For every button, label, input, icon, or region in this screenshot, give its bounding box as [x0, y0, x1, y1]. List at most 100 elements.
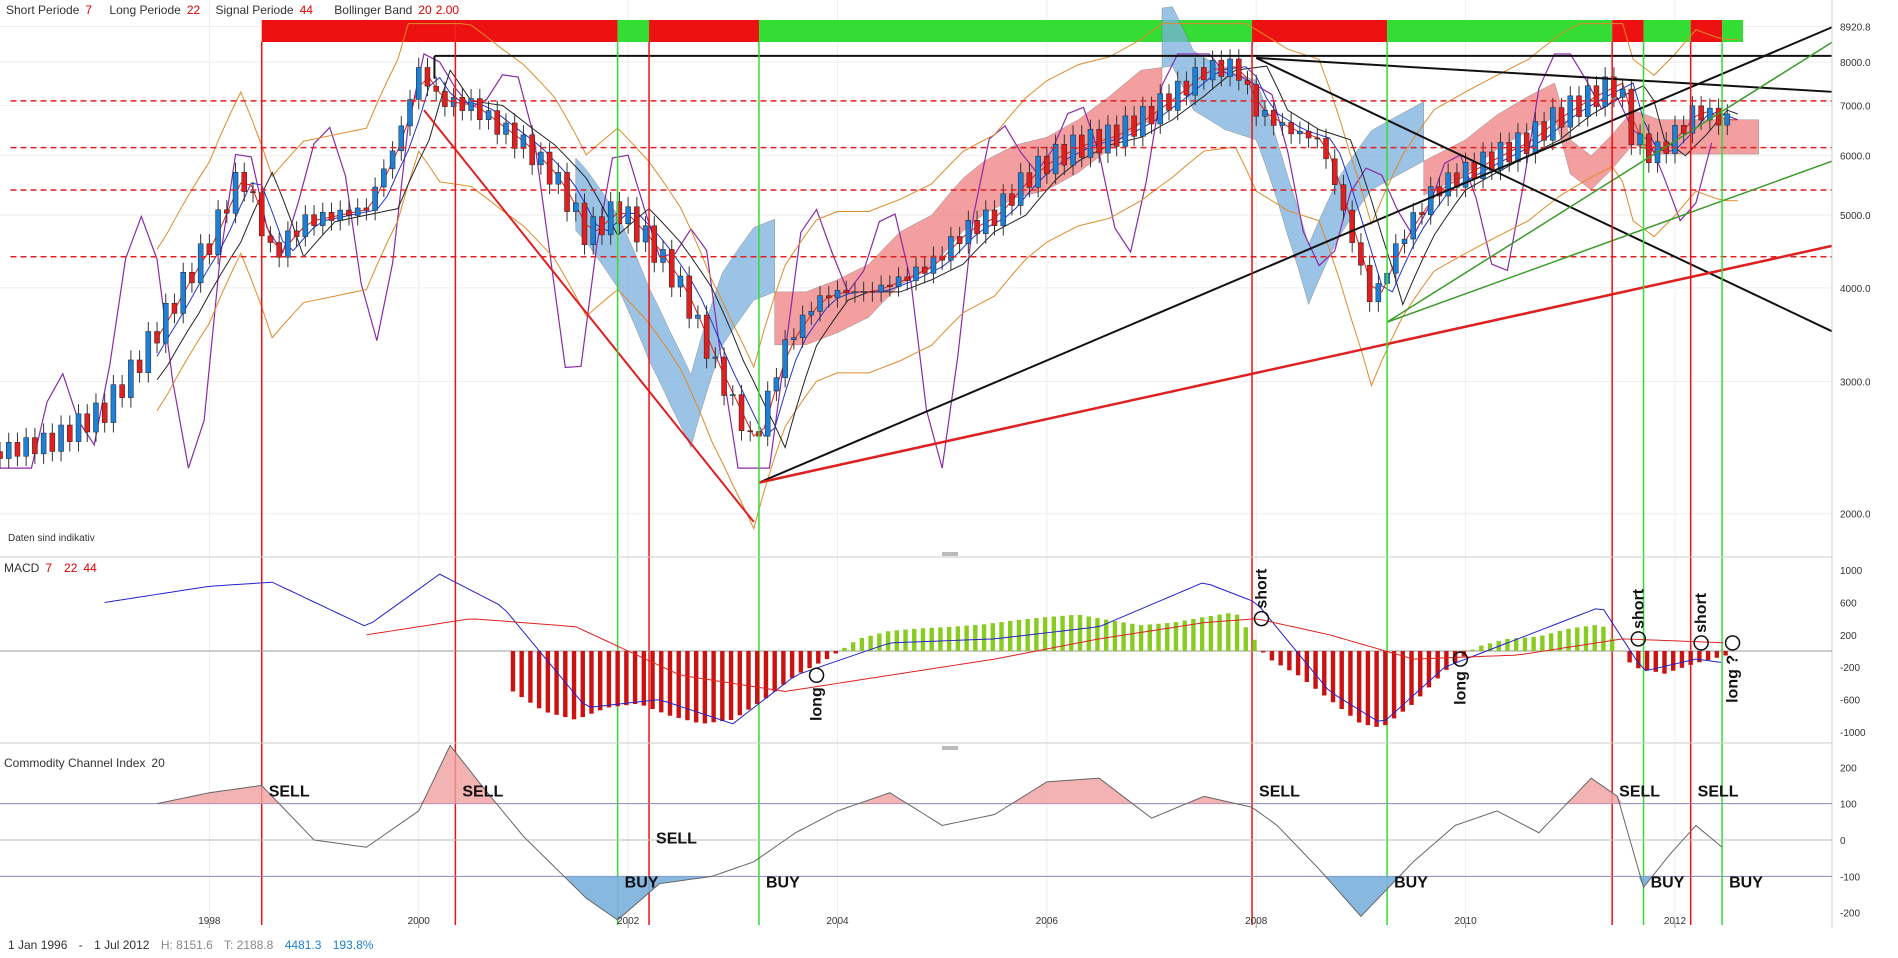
candle-body — [1305, 130, 1312, 139]
macd-histogram-bar — [554, 651, 559, 715]
candle-body — [189, 272, 195, 284]
candle-body — [1174, 80, 1181, 111]
signal-label: SELL — [462, 783, 503, 800]
candle-body — [668, 249, 675, 288]
panel-resize-handle-1[interactable] — [942, 552, 958, 556]
macd-tick-label: -600 — [1840, 696, 1860, 707]
price-tick-label: 8000.0 — [1840, 58, 1871, 69]
candle-body — [197, 243, 204, 284]
x-tick-label: 2006 — [1036, 916, 1059, 927]
candle-body — [974, 220, 980, 235]
candle-body — [983, 209, 989, 235]
macd-histogram-bar — [807, 651, 812, 669]
status-segment — [1722, 20, 1744, 42]
candle-body — [1157, 93, 1164, 125]
price-tick-label: 6000.0 — [1840, 152, 1871, 163]
macd-histogram-bar — [1374, 651, 1379, 727]
candle-body — [1105, 124, 1111, 154]
macd-histogram-bar — [1662, 651, 1667, 674]
candle-body — [398, 125, 405, 152]
macd-histogram-bar — [667, 651, 673, 716]
macd-histogram-bar — [1095, 618, 1100, 651]
candle-body — [1017, 172, 1024, 206]
candle-body — [1331, 158, 1338, 185]
candle-body — [1724, 113, 1731, 126]
candle-body — [738, 394, 745, 431]
long-periode-value: 22 — [187, 3, 201, 17]
candle-body — [930, 255, 937, 274]
macd-histogram-bar — [1287, 651, 1292, 671]
bollinger-period: 20 — [418, 3, 432, 17]
candle-body — [1393, 243, 1399, 274]
macd-mark-label: short — [1630, 588, 1647, 629]
candle-body — [1236, 58, 1242, 81]
footer-end-date: 1 Jul 2012 — [94, 938, 150, 952]
x-tick-label: 2010 — [1454, 916, 1477, 927]
candle-body — [1349, 209, 1355, 243]
candle-body — [163, 302, 169, 344]
macd-histogram-bar — [912, 628, 917, 651]
macd-tick-label: 1000 — [1840, 566, 1863, 577]
cci-tick-label: -100 — [1840, 872, 1860, 883]
candle-body — [581, 202, 588, 245]
candle-body — [354, 207, 361, 216]
macd-histogram-bar — [589, 651, 594, 714]
candle-body — [1079, 134, 1085, 158]
candle-body — [372, 186, 378, 211]
candle-body — [555, 172, 562, 185]
candle-body — [363, 207, 370, 211]
candle-body — [424, 67, 431, 87]
candle-body — [965, 220, 972, 244]
macd-tick-label: -1000 — [1840, 728, 1866, 739]
macd-histogram-bar — [1409, 651, 1414, 705]
footer-dash: - — [78, 938, 83, 952]
candle-body — [564, 172, 570, 212]
candle-body — [485, 110, 492, 120]
macd-histogram-bar — [1365, 651, 1371, 726]
candle-body — [1061, 143, 1068, 166]
candle-body — [895, 276, 902, 287]
macd-tick-label: 600 — [1840, 598, 1857, 609]
candle-body — [1052, 143, 1059, 175]
candle-body — [267, 235, 274, 243]
candle-body — [1523, 132, 1530, 154]
candle-body — [1707, 107, 1713, 121]
candle-body — [1680, 125, 1687, 134]
candle-body — [642, 225, 649, 243]
candle-body — [1227, 58, 1233, 77]
long-trendline — [758, 26, 1833, 484]
candle-body — [511, 122, 518, 149]
candle-body — [1297, 130, 1303, 135]
macd-histogram-bar — [1522, 637, 1528, 651]
macd-histogram-bar — [563, 651, 568, 718]
macd-histogram-bar — [580, 651, 585, 718]
candle-body — [302, 214, 309, 237]
candle-body — [1497, 141, 1504, 171]
green-channel-upper — [1386, 41, 1833, 323]
signal-label: BUY — [766, 874, 800, 891]
macd-histogram-bar — [1609, 638, 1615, 651]
macd-mark-label: short — [1253, 568, 1270, 609]
macd-histogram-bar — [920, 628, 926, 651]
macd-histogram-bar — [1086, 616, 1091, 651]
macd-histogram-bar — [1008, 620, 1013, 651]
candle-body — [1340, 184, 1347, 211]
candle-body — [459, 97, 466, 111]
macd-histogram-bar — [737, 651, 742, 716]
macd-histogram-bar — [964, 625, 969, 651]
candle-body — [546, 151, 553, 185]
signal-label: SELL — [1259, 783, 1300, 800]
macd-histogram-bar — [1348, 651, 1353, 716]
candle-body — [110, 384, 117, 423]
candle-body — [1628, 88, 1635, 146]
candle-body — [799, 314, 806, 338]
macd-histogram-bar — [842, 647, 847, 651]
candle-body — [1166, 93, 1172, 111]
macd-histogram-bar — [571, 651, 577, 720]
macd-histogram-bar — [1313, 651, 1318, 689]
candle-body — [1140, 106, 1146, 137]
macd-histogram-bar — [650, 651, 655, 709]
panel-resize-handle-2[interactable] — [942, 746, 958, 750]
price-tick-label: 2000.0 — [1840, 510, 1871, 521]
